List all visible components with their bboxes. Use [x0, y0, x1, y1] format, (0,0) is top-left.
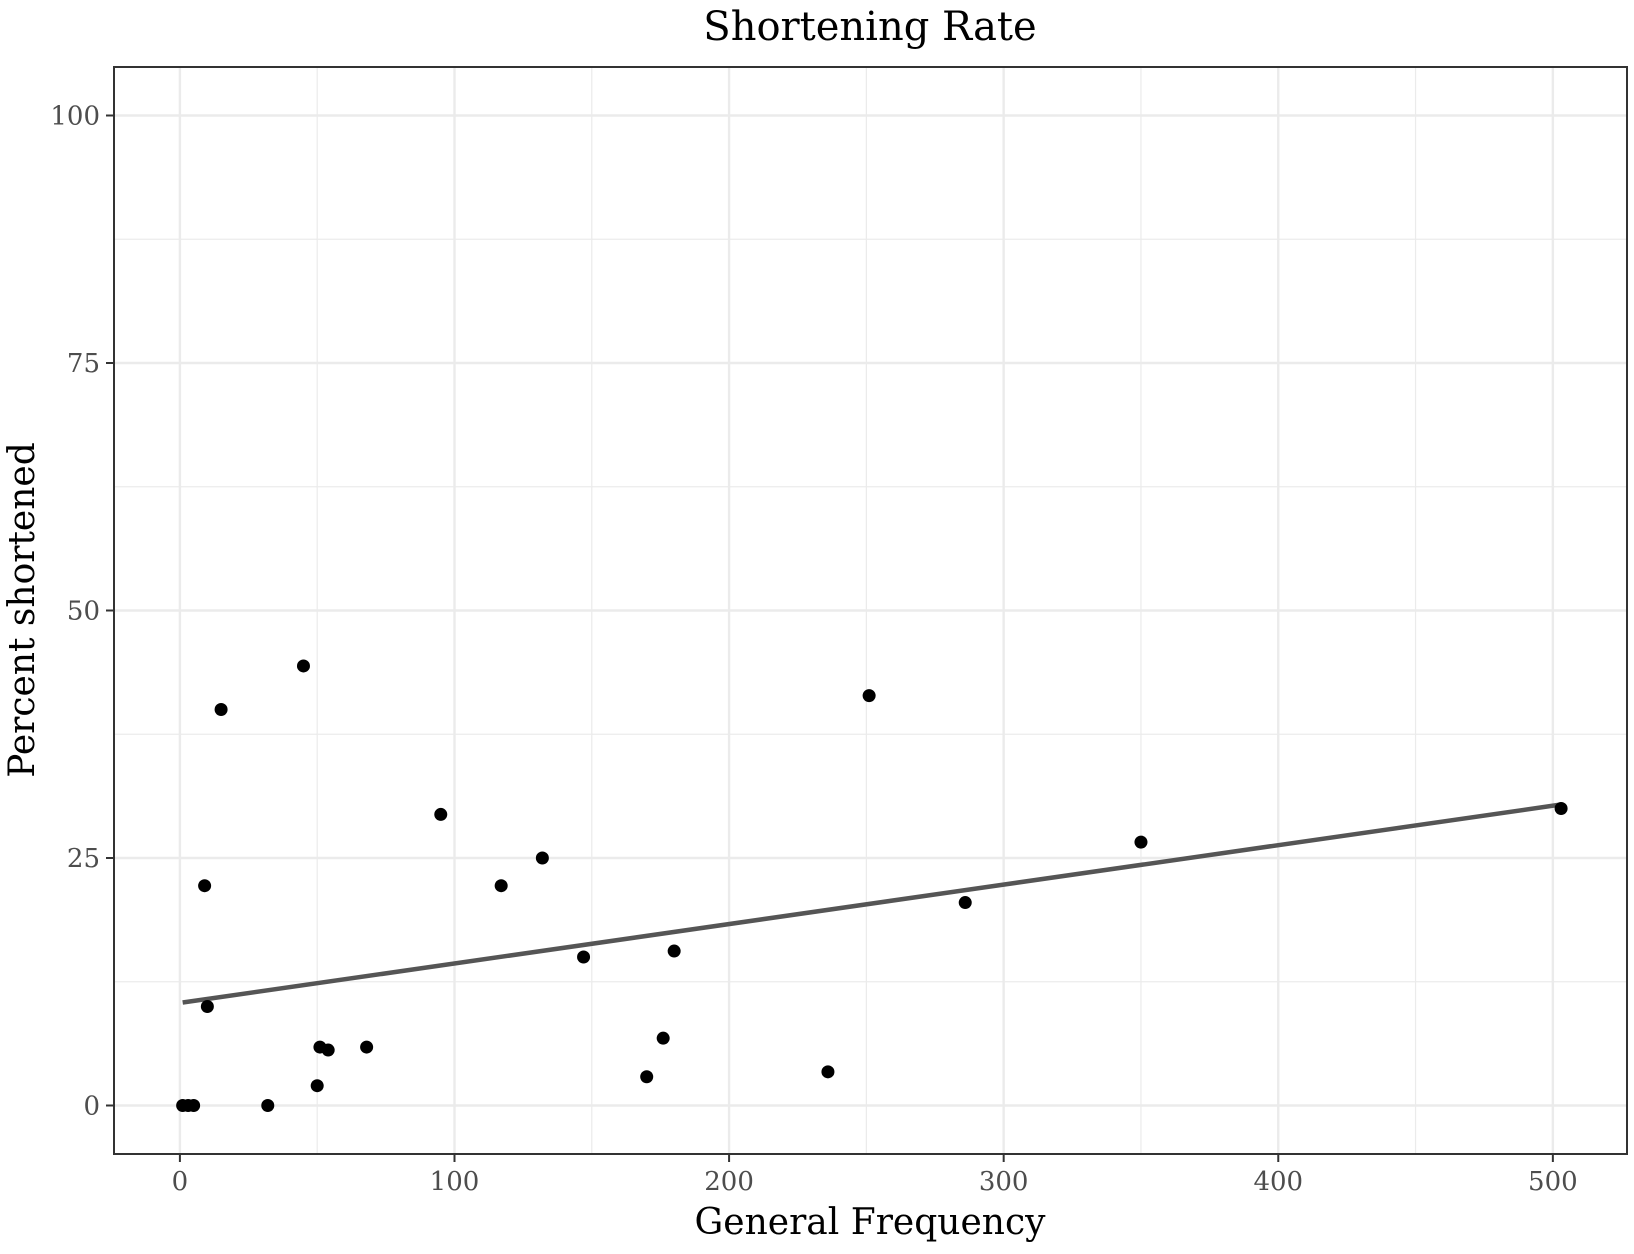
y-tick-label: 75 — [67, 349, 100, 379]
trend-line-layer — [182, 802, 1562, 1005]
chart-title: Shortening Rate — [703, 4, 1036, 50]
data-point — [360, 1040, 374, 1054]
data-point — [958, 896, 972, 910]
data-point — [656, 1031, 670, 1045]
data-point — [577, 950, 591, 964]
data-points — [176, 659, 1568, 1112]
x-tick-label: 0 — [172, 1167, 189, 1197]
data-point — [321, 1043, 335, 1057]
data-point — [1554, 801, 1568, 815]
data-point — [494, 879, 508, 893]
x-tick-label: 100 — [430, 1167, 480, 1197]
x-tick-label: 400 — [1253, 1167, 1303, 1197]
data-point — [1134, 835, 1148, 849]
trend-line — [182, 802, 1562, 1005]
data-point — [200, 999, 214, 1013]
data-point — [862, 689, 876, 703]
data-point — [296, 659, 310, 673]
y-tick-label: 50 — [67, 597, 100, 627]
y-tick-label: 100 — [50, 102, 100, 132]
data-point — [667, 944, 681, 958]
data-point — [434, 807, 448, 821]
x-axis-title: General Frequency — [695, 1202, 1047, 1243]
data-point — [821, 1065, 835, 1079]
x-tick-label: 200 — [704, 1167, 754, 1197]
y-tick-label: 0 — [83, 1091, 100, 1121]
data-point — [198, 879, 212, 893]
y-axis-title: Percent shortened — [2, 442, 43, 778]
x-tick-label: 500 — [1528, 1167, 1578, 1197]
data-point — [535, 851, 549, 865]
x-tick-label: 300 — [979, 1167, 1029, 1197]
data-point — [310, 1079, 324, 1093]
data-point — [187, 1098, 201, 1112]
data-point — [214, 702, 228, 716]
y-tick-label: 25 — [67, 844, 100, 874]
data-point — [640, 1070, 654, 1084]
x-axis-ticks: 0 100 200 300 400 500 — [172, 1154, 1578, 1197]
data-point — [261, 1098, 275, 1112]
y-axis-ticks: 0 25 50 75 100 — [50, 102, 114, 1121]
grid-lines — [114, 67, 1627, 1154]
